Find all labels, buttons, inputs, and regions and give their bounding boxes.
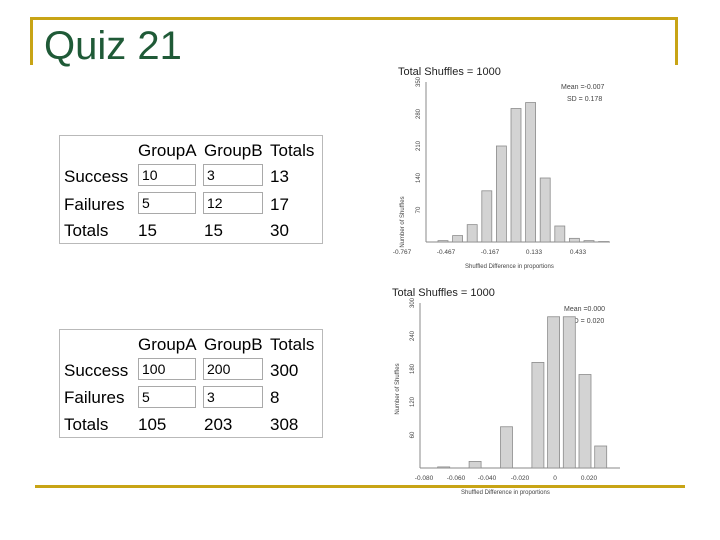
histogram-bar [466,224,478,243]
histogram-bar [481,190,493,243]
y-tick-label: 280 [416,108,422,119]
total-failures: 8 [270,388,280,407]
histogram-bar [452,235,463,243]
histogram-bar [554,225,566,243]
chart-title: Total Shuffles = 1000 [398,66,501,78]
column-header-totals: Totals [270,335,315,354]
x-tick-label: 0 [553,475,557,482]
grand-total: 308 [270,415,299,434]
row-label-success: Success [64,361,129,380]
x-tick-label: -0.020 [511,475,530,482]
row-label-failures: Failures [64,388,125,407]
y-tick-label: 240 [410,330,416,341]
group-a-success-input[interactable]: 100 [138,358,196,380]
y-tick-label: 120 [410,396,416,407]
row-label-failures: Failures [64,195,125,214]
histogram-bar [525,102,537,243]
y-tick-label: 210 [416,140,422,151]
row-label-totals: Totals [64,221,109,240]
histogram-bar [562,316,576,469]
histogram-bar [437,466,451,469]
bottom-rule [35,485,685,488]
sd-stat: SD = 0.020 [569,318,604,325]
histogram-bar [510,108,522,243]
contingency-table-2: GroupA GroupB Totals Success 100 200 300… [59,329,323,438]
y-tick-label: 140 [416,172,422,183]
y-tick-label: 180 [410,363,416,374]
y-tick-label: 300 [410,297,416,308]
x-tick-label: -0.040 [478,475,497,482]
group-b-total: 203 [204,415,233,434]
group-a-success-input[interactable]: 10 [138,164,196,186]
histogram-bar [437,240,449,243]
histogram-bar [531,362,545,469]
histogram-bar [500,426,513,469]
group-a-total: 105 [138,415,167,434]
group-b-failures-input[interactable]: 12 [203,192,263,214]
histogram-bar [539,177,551,243]
y-axis-label: Number of Shuffles [395,363,401,414]
x-tick-label: -0.080 [415,475,434,482]
histogram-bar [547,316,561,469]
group-b-failures-input[interactable]: 3 [203,386,263,408]
total-failures: 17 [270,195,289,214]
column-header-group-a: GroupA [138,141,197,160]
x-tick-label: 0.020 [581,475,598,482]
right-rule [675,17,678,65]
mean-stat: Mean =0.000 [564,306,605,313]
column-header-totals: Totals [270,141,315,160]
row-label-success: Success [64,167,129,186]
contingency-table-1: GroupA GroupB Totals Success 10 3 13 Fai… [59,135,323,244]
slide-title: Quiz 21 [44,24,182,68]
x-tick-label: -0.060 [447,475,466,482]
group-b-total: 15 [204,221,223,240]
shuffle-histogram-1: Total Shuffles = 1000 Mean =-0.007 SD = … [393,66,610,270]
x-tick-label: -0.167 [481,249,500,256]
x-tick-label: 0.133 [526,249,543,256]
chart-title: Total Shuffles = 1000 [392,287,495,299]
x-tick-label: -0.467 [437,249,456,256]
total-success: 300 [270,361,299,380]
grand-total: 30 [270,221,289,240]
x-tick-label: -0.767 [393,249,412,256]
y-tick-label: 350 [416,76,422,87]
top-rule [30,17,678,20]
histogram-bar [578,374,592,469]
row-label-totals: Totals [64,415,109,434]
y-tick-label: 70 [416,206,422,213]
histogram-bar [594,445,608,469]
column-header-group-b: GroupB [204,335,263,354]
group-a-failures-input[interactable]: 5 [138,386,196,408]
group-a-total: 15 [138,221,157,240]
sd-stat: SD = 0.178 [567,96,602,103]
column-header-group-b: GroupB [204,141,263,160]
column-header-group-a: GroupA [138,335,197,354]
x-axis-label: Shuffled Difference in proportions [465,264,554,270]
group-a-failures-input[interactable]: 5 [138,192,196,214]
y-axis-label: Number of Shuffles [400,196,406,247]
histogram-bar [496,145,507,243]
left-rule [30,17,33,65]
group-b-success-input[interactable]: 200 [203,358,263,380]
x-tick-label: 0.433 [570,249,587,256]
group-b-success-input[interactable]: 3 [203,164,263,186]
y-tick-label: 60 [410,431,416,438]
shuffle-histogram-2: Total Shuffles = 1000 Mean =0.000 SD = 0… [392,287,620,496]
mean-stat: Mean =-0.007 [561,84,604,91]
total-success: 13 [270,167,289,186]
x-axis-label: Shuffled Difference in proportions [461,490,550,496]
histogram-bar [468,460,482,469]
histogram-bar [583,240,595,243]
histogram-bar [568,237,580,243]
